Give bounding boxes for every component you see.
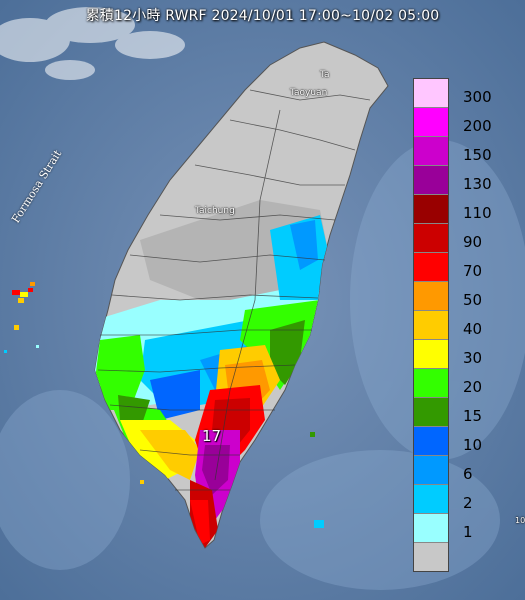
- area-counter: 17: [202, 427, 222, 445]
- rainfall-legend: 300 200 150 130 110 90 70 50 40 30 20 15 10 6 2 1: [413, 78, 523, 572]
- strait-rain-cells: [4, 282, 39, 353]
- offshore-cell: [310, 432, 315, 437]
- offshore-cell: [140, 480, 144, 484]
- legend-label: 6: [463, 465, 473, 484]
- legend-label: 90: [463, 232, 483, 251]
- legend-swatch: [414, 166, 448, 195]
- county-boundaries: [97, 89, 371, 491]
- legend-swatch: [414, 253, 448, 282]
- legend-label: 110: [463, 203, 492, 222]
- rainfall-shading: [95, 200, 330, 548]
- legend-swatch: [414, 369, 448, 398]
- legend-label: 150: [463, 145, 492, 164]
- legend-swatch: [414, 79, 448, 108]
- legend-swatch: [414, 514, 448, 543]
- label-taipei: Ta: [320, 70, 330, 80]
- legend-swatch: [414, 456, 448, 485]
- legend-swatch: [414, 543, 448, 571]
- edge-fragment: 10: [515, 516, 525, 525]
- legend-label: 40: [463, 320, 483, 339]
- legend-swatch: [414, 485, 448, 514]
- legend-swatch: [414, 224, 448, 253]
- legend-spacer: [463, 543, 523, 572]
- legend-swatch: [414, 282, 448, 311]
- legend-label: 200: [463, 116, 492, 135]
- legend-swatch: [414, 427, 448, 456]
- label-taoyuan: Taoyuan: [290, 88, 328, 98]
- legend-label: 30: [463, 349, 483, 368]
- legend-label: 70: [463, 261, 483, 280]
- legend-swatch: [414, 195, 448, 224]
- legend-label: 1: [463, 523, 473, 542]
- legend-color-bar: [413, 78, 449, 572]
- legend-labels: 300 200 150 130 110 90 70 50 40 30 20 15 10 6 2 1: [463, 78, 523, 572]
- legend-label: 15: [463, 407, 483, 426]
- legend-label: 300: [463, 87, 492, 106]
- label-taichung: Taichung: [195, 206, 235, 216]
- map-title: 累積12小時 RWRF 2024/10/01 17:00~10/02 05:00: [85, 8, 440, 24]
- legend-label: 10: [463, 436, 483, 455]
- legend-label: 50: [463, 290, 483, 309]
- legend-swatch: [414, 311, 448, 340]
- legend-swatch: [414, 137, 448, 166]
- legend-label: 2: [463, 494, 473, 513]
- legend-swatch: [414, 340, 448, 369]
- offshore-cell: [314, 520, 324, 528]
- legend-swatch: [414, 398, 448, 427]
- cloud-texture: [0, 7, 185, 80]
- legend-label: 130: [463, 174, 492, 193]
- legend-swatch: [414, 108, 448, 137]
- legend-label: 20: [463, 378, 483, 397]
